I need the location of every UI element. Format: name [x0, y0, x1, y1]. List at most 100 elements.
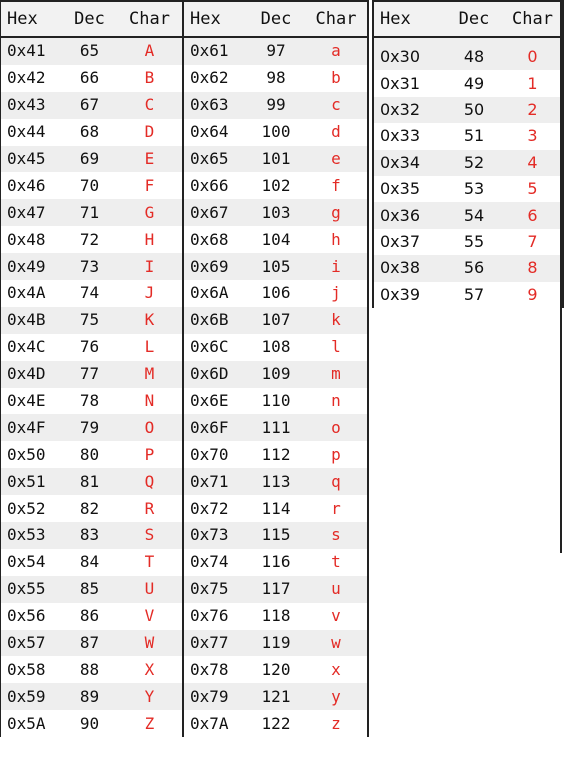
- dec-cell: 90: [62, 710, 117, 738]
- table-row: 0x55 85 U: [0, 575, 183, 603]
- char-cell: p: [305, 441, 368, 469]
- char-cell: j: [305, 280, 368, 307]
- hex-cell: 0x7A: [183, 710, 247, 738]
- hex-cell: 0x68: [183, 226, 247, 254]
- char-cell: I: [116, 253, 183, 281]
- right-border: [560, 0, 562, 553]
- dec-cell: 87: [62, 629, 117, 657]
- table-row: 0x32 50 2: [373, 96, 563, 124]
- char-cell: z: [305, 710, 368, 738]
- char-cell: 2: [503, 96, 563, 124]
- dec-header: Dec: [445, 0, 503, 38]
- hex-cell: 0x57: [0, 629, 63, 657]
- char-cell: q: [305, 468, 368, 496]
- dec-cell: 67: [62, 91, 117, 119]
- lowercase-table: Hex Dec Char 0x61 97 a 0x62 98 b 0x63 99 c 0x64 10…: [182, 0, 369, 738]
- hex-cell: 0x33: [373, 123, 445, 150]
- hex-cell: 0x36: [373, 202, 445, 229]
- table-row: 0x37 55 7: [373, 228, 563, 256]
- table-row: 0x58 88 X: [0, 656, 183, 684]
- dec-cell: 52: [445, 149, 503, 176]
- hex-cell: 0x76: [183, 602, 247, 630]
- hex-cell: 0x56: [0, 602, 63, 630]
- dec-cell: 54: [445, 202, 503, 229]
- dec-cell: 106: [247, 280, 305, 307]
- table-row: 0x39 57 9: [373, 281, 563, 308]
- table-row: 0x7A 122 z: [183, 710, 368, 738]
- table-row: 0x52 82 R: [0, 495, 183, 523]
- hex-cell: 0x44: [0, 118, 63, 146]
- hex-cell: 0x41: [0, 37, 63, 65]
- hex-cell: 0x55: [0, 575, 63, 603]
- hex-cell: 0x70: [183, 441, 247, 469]
- table-row: 0x33 51 3: [373, 123, 563, 150]
- dec-cell: 80: [62, 441, 117, 469]
- table-row: 0x77 119 w: [183, 629, 368, 657]
- dec-cell: 109: [247, 360, 305, 388]
- dec-cell: 68: [62, 118, 117, 146]
- hex-cell: 0x42: [0, 64, 63, 92]
- dec-cell: 73: [62, 253, 117, 281]
- table-row: 0x48 72 H: [0, 226, 183, 254]
- digits-table: Hex Dec Char 0x30 48 0 0x31 49 1 0x32 50 2 0x33 51…: [372, 0, 564, 308]
- hex-cell: 0x69: [183, 253, 247, 281]
- hex-cell: 0x59: [0, 683, 63, 711]
- table-row: 0x68 104 h: [183, 226, 368, 254]
- table-row: 0x43 67 C: [0, 91, 183, 119]
- table-row: 0x46 70 F: [0, 172, 183, 200]
- char-cell: a: [305, 37, 368, 65]
- table-row: 0x50 80 P: [0, 441, 183, 469]
- table-row: 0x75 117 u: [183, 575, 368, 603]
- char-cell: B: [116, 64, 183, 92]
- uppercase-table: Hex Dec Char 0x41 65 A 0x42 66 B 0x43 67 C 0x44 68…: [0, 0, 183, 738]
- hex-cell: 0x79: [183, 683, 247, 711]
- char-cell: n: [305, 387, 368, 415]
- hex-cell: 0x4F: [0, 414, 63, 442]
- dec-cell: 81: [62, 468, 117, 496]
- header-row: Hex Dec Char: [373, 0, 563, 38]
- dec-cell: 57: [445, 281, 503, 308]
- char-cell: l: [305, 333, 368, 361]
- table-row: 0x36 54 6: [373, 202, 563, 229]
- dec-header: Dec: [62, 0, 117, 38]
- char-cell: t: [305, 548, 368, 576]
- hex-cell: 0x4A: [0, 280, 63, 307]
- char-cell: x: [305, 656, 368, 684]
- char-cell: b: [305, 64, 368, 92]
- table-row: 0x51 81 Q: [0, 468, 183, 496]
- dec-cell: 122: [247, 710, 305, 738]
- dec-cell: 107: [247, 306, 305, 334]
- dec-cell: 48: [445, 37, 503, 71]
- table-row: 0x47 71 G: [0, 199, 183, 227]
- char-cell: 1: [503, 70, 563, 97]
- table-row: 0x42 66 B: [0, 64, 183, 92]
- dec-cell: 111: [247, 414, 305, 442]
- table-row: 0x70 112 p: [183, 441, 368, 469]
- char-cell: N: [116, 387, 183, 415]
- hex-cell: 0x43: [0, 91, 63, 119]
- char-header: Char: [305, 0, 368, 38]
- char-cell: m: [305, 360, 368, 388]
- char-cell: w: [305, 629, 368, 657]
- table-row: 0x59 89 Y: [0, 683, 183, 711]
- char-cell: T: [116, 548, 183, 576]
- hex-cell: 0x45: [0, 145, 63, 173]
- dec-cell: 71: [62, 199, 117, 227]
- table-row: 0x4F 79 O: [0, 414, 183, 442]
- dec-cell: 84: [62, 548, 117, 576]
- table-row: 0x69 105 i: [183, 253, 368, 281]
- char-cell: W: [116, 629, 183, 657]
- hex-cell: 0x72: [183, 495, 247, 523]
- table-row: 0x78 120 x: [183, 656, 368, 684]
- hex-cell: 0x6E: [183, 387, 247, 415]
- char-cell: X: [116, 656, 183, 684]
- dec-cell: 50: [445, 96, 503, 124]
- dec-cell: 89: [62, 683, 117, 711]
- hex-cell: 0x4C: [0, 333, 63, 361]
- table-row: 0x57 87 W: [0, 629, 183, 657]
- header-row: Hex Dec Char: [0, 0, 183, 38]
- hex-cell: 0x63: [183, 91, 247, 119]
- table-row: 0x4D 77 M: [0, 360, 183, 388]
- hex-cell: 0x74: [183, 548, 247, 576]
- dec-cell: 86: [62, 602, 117, 630]
